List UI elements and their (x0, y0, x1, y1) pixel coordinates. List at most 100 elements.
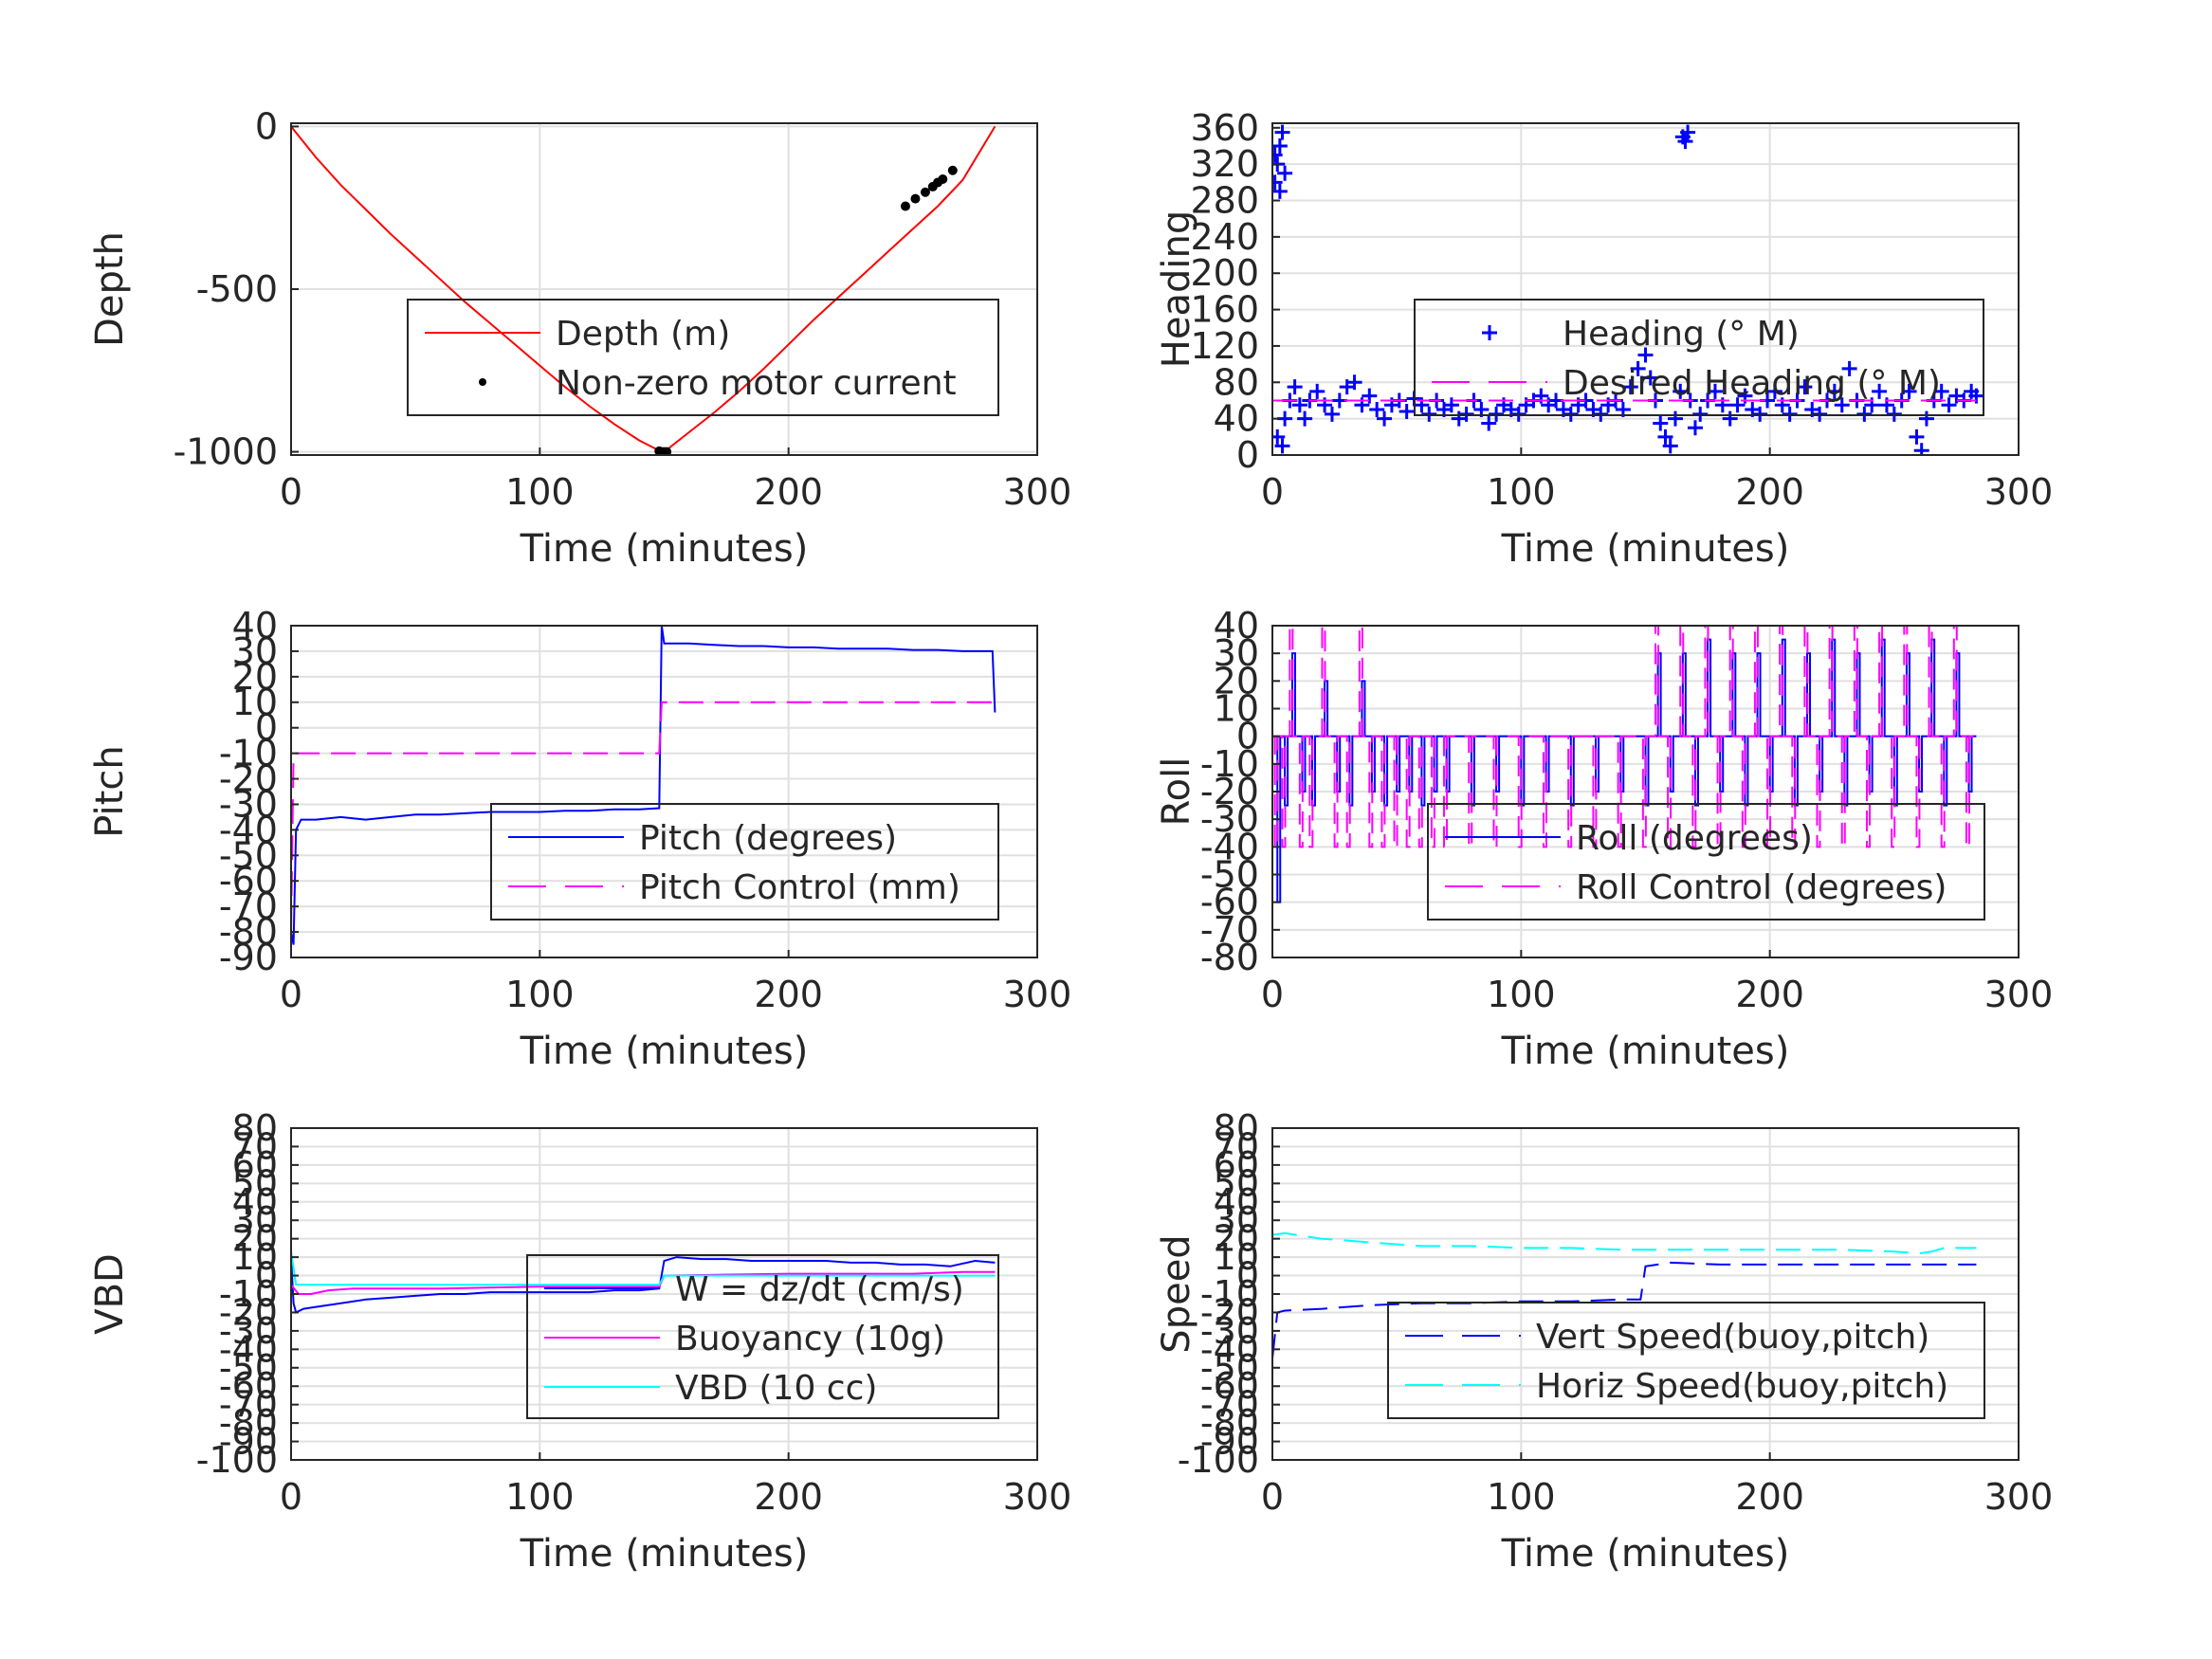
y-tick-label: -30 (1200, 798, 1259, 840)
data-point (920, 187, 930, 197)
chart-panel-6: 0 100 200 30080706050403020100-10-20-30-40-… (1155, 1107, 2053, 1576)
y-tick-label: 160 (1190, 289, 1259, 331)
x-tick-label: 100 (1487, 1476, 1556, 1518)
series-1-line (1272, 1261, 1977, 1359)
data-point (1766, 383, 1782, 399)
y-tick-label: -50 (219, 1347, 278, 1389)
y-tick-label: 10 (232, 1236, 278, 1278)
data-point (1272, 428, 1286, 445)
y-tick-label: -70 (1200, 1384, 1259, 1426)
series-2-line (1272, 1231, 1977, 1255)
legend-label: Depth (m) (556, 315, 730, 354)
legend-box (526, 1254, 999, 1419)
data-point (1637, 347, 1654, 363)
y-tick-label: 0 (255, 105, 278, 147)
y-axis-label: Heading (1155, 210, 1198, 368)
series-1-line (291, 626, 996, 945)
data-point (1274, 124, 1290, 140)
data-point (1782, 406, 1798, 422)
legend-label: Roll Control (degrees) (1576, 868, 1947, 907)
data-point (1346, 374, 1362, 391)
data-point (1707, 383, 1723, 399)
data-point (1692, 406, 1709, 422)
grid-lines (290, 1127, 1038, 1461)
y-tick-label: -40 (219, 1328, 278, 1370)
chart-panel-1: 0 100 200 300 0 -500 -1000 Time (minutes) Depth D… (88, 105, 1071, 571)
tick-labels: 0 100 200 300 0 -500 -1000 (174, 105, 1072, 513)
x-tick-label: 0 (1261, 974, 1284, 1015)
y-tick-label: -10 (219, 733, 278, 775)
legend-box (490, 803, 999, 921)
data-point (1309, 383, 1325, 399)
y-tick-label: 50 (1214, 1162, 1259, 1204)
series-2-line (1272, 626, 1977, 848)
legend-label: Horiz Speed(buoy,pitch) (1536, 1367, 1948, 1406)
series-2-line (291, 701, 996, 933)
legend-marker (479, 378, 486, 386)
legend-marker (1482, 325, 1497, 340)
data-point (1272, 183, 1288, 199)
legend-label: Pitch (degrees) (639, 819, 897, 858)
y-tick-label: 280 (1190, 180, 1259, 222)
y-tick-label: -40 (219, 809, 278, 850)
x-tick-label: 200 (1735, 1476, 1804, 1518)
y-tick-label: -70 (219, 1384, 278, 1426)
y-tick-label: 320 (1190, 143, 1259, 185)
x-tick-label: 0 (1261, 471, 1284, 513)
y-tick-label: -80 (219, 1402, 278, 1444)
legend: Pitch (degrees) Pitch Control (mm) (490, 803, 999, 921)
y-tick-label: 0 (1236, 716, 1259, 757)
x-tick-label: 0 (280, 471, 302, 513)
y-tick-label: 40 (1214, 1181, 1259, 1223)
x-tick-label: 100 (505, 974, 575, 1015)
data-point (1909, 428, 1925, 445)
data-point (1812, 406, 1828, 422)
data-point (910, 193, 921, 204)
data-point (1856, 406, 1873, 422)
data-point (1630, 360, 1646, 376)
y-tick-label: 60 (1214, 1144, 1259, 1186)
series-1-line (291, 1256, 996, 1314)
y-tick-label: -10 (1200, 1273, 1259, 1315)
x-tick-label: 200 (1735, 974, 1804, 1015)
x-tick-label: 0 (1261, 1476, 1284, 1518)
y-tick-label: 200 (1190, 252, 1259, 294)
data-point (1443, 397, 1459, 413)
x-tick-label: 100 (505, 471, 575, 513)
legend-label: W = dz/dt (cm/s) (675, 1270, 964, 1309)
y-tick-label: 30 (1214, 1199, 1259, 1241)
legend: Vert Speed(buoy,pitch) Horiz Speed(buoy,p… (1387, 1302, 1985, 1419)
chart-panel-3: 0 100 200 300403020100-10-20-30-40-50-60-70… (88, 605, 1071, 1073)
series-1-line (291, 125, 996, 453)
y-tick-label: -1000 (174, 431, 278, 473)
data-point (1657, 428, 1673, 445)
x-tick-label: 300 (1984, 1476, 2054, 1518)
y-tick-label: -50 (1200, 1347, 1259, 1389)
data-point (947, 165, 958, 175)
data-point (1933, 383, 1949, 399)
data-point (1593, 406, 1609, 422)
y-tick-label: 0 (255, 1255, 278, 1297)
data-point (1398, 403, 1415, 419)
y-tick-label: -20 (1200, 1291, 1259, 1333)
chart-panel-2: 0 100 200 30004080120160200240280320360Time… (1155, 107, 2053, 571)
data-point (1901, 383, 1917, 399)
y-tick-label: -10 (1200, 743, 1259, 785)
x-axis-label: Time (minutes) (520, 1030, 809, 1073)
y-tick-label: -60 (219, 1365, 278, 1407)
x-axis-label: Time (minutes) (520, 527, 809, 571)
y-tick-label: -500 (196, 268, 278, 310)
legend-label: Vert Speed(buoy,pitch) (1536, 1318, 1929, 1357)
legend-label: VBD (10 cc) (675, 1369, 877, 1408)
y-tick-label: -100 (1178, 1439, 1259, 1481)
legend-label: Heading (° M) (1563, 315, 1800, 354)
x-tick-label: 200 (754, 471, 823, 513)
y-tick-label: 20 (232, 1218, 278, 1260)
y-tick-label: 20 (232, 656, 278, 698)
legend-label: Pitch Control (mm) (639, 868, 960, 907)
series-group (291, 1251, 996, 1314)
x-tick-label: 100 (505, 1476, 575, 1518)
data-point (1297, 410, 1313, 427)
legend-label: Buoyancy (10g) (675, 1320, 945, 1358)
